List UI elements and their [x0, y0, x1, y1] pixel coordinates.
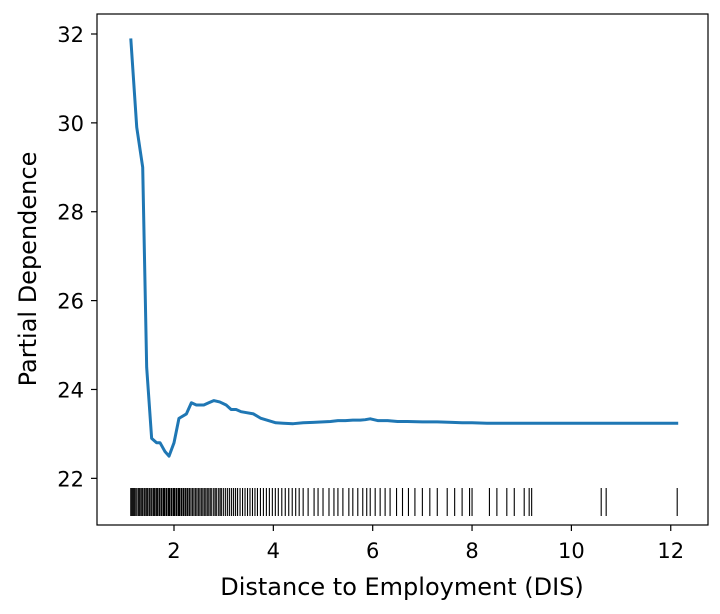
y-tick-label: 24: [57, 378, 84, 402]
y-tick-label: 28: [57, 201, 84, 225]
plot-frame: [96, 13, 709, 526]
y-tick-label: 26: [57, 290, 84, 314]
x-tick-label: 10: [558, 539, 585, 563]
y-tick-label: 22: [57, 467, 84, 491]
y-axis-label: Partial Dependence: [14, 152, 42, 387]
rug-marks: [130, 488, 678, 516]
x-tick-label: 8: [465, 539, 478, 563]
series-line-group: [129, 38, 679, 458]
y-axis-ticks: 22 24 26 28 30 32: [57, 23, 97, 491]
x-tick-label: 6: [366, 539, 379, 563]
x-axis-ticks: 2 4 6 8 10 12: [167, 525, 684, 563]
x-tick-label: 2: [167, 539, 180, 563]
series-line: [129, 38, 679, 458]
x-tick-label: 4: [267, 539, 280, 563]
x-tick-label: 12: [657, 539, 684, 563]
y-tick-label: 30: [57, 112, 84, 136]
x-axis-label: Distance to Employment (DIS): [220, 573, 584, 601]
y-tick-label: 32: [57, 23, 84, 47]
